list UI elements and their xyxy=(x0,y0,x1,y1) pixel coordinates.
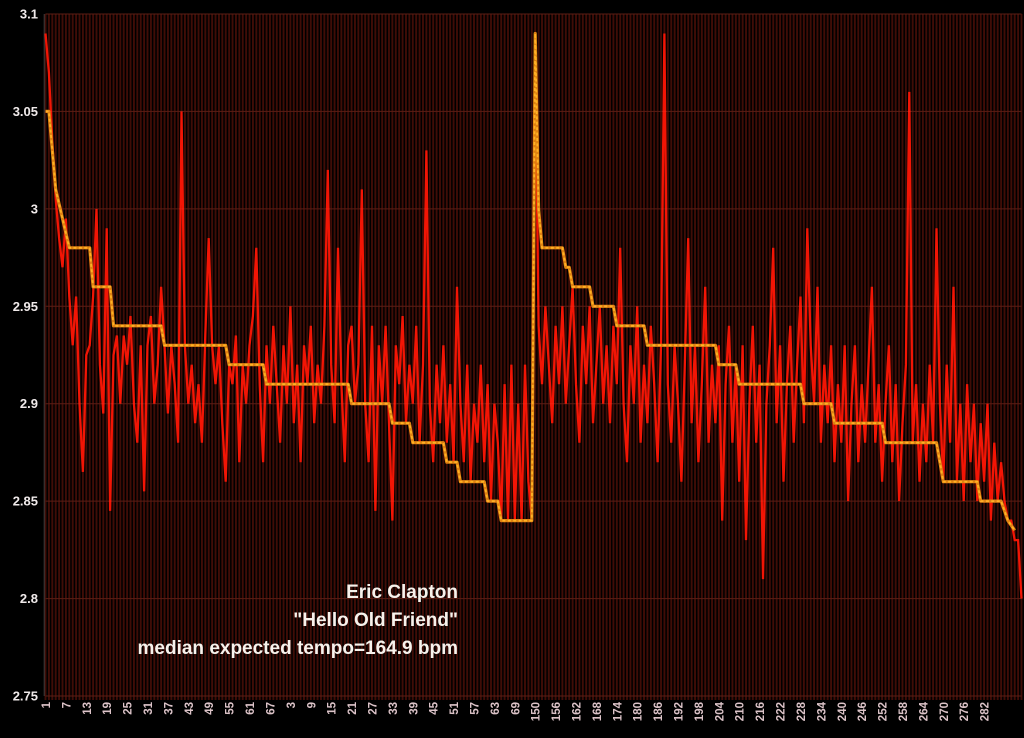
svg-text:162: 162 xyxy=(572,702,584,721)
svg-text:204: 204 xyxy=(714,701,726,721)
svg-text:3: 3 xyxy=(31,201,38,216)
svg-text:240: 240 xyxy=(837,702,849,721)
svg-text:246: 246 xyxy=(857,702,869,721)
svg-text:252: 252 xyxy=(878,702,890,721)
svg-text:43: 43 xyxy=(184,702,196,715)
svg-text:3.05: 3.05 xyxy=(13,104,38,119)
svg-text:2.95: 2.95 xyxy=(13,299,38,314)
svg-text:222: 222 xyxy=(776,702,788,721)
svg-text:2.8: 2.8 xyxy=(20,591,38,606)
svg-text:51: 51 xyxy=(449,701,461,714)
y-axis-labels: 3.1 3.05 3 2.95 2.9 2.85 2.8 2.75 xyxy=(13,7,38,704)
svg-text:258: 258 xyxy=(898,701,910,721)
svg-text:174: 174 xyxy=(612,701,624,721)
svg-text:67: 67 xyxy=(265,702,277,715)
svg-text:45: 45 xyxy=(429,701,441,714)
svg-text:210: 210 xyxy=(735,702,747,721)
svg-text:33: 33 xyxy=(388,702,400,715)
annotation-song-title: "Hello Old Friend" xyxy=(293,610,458,631)
svg-text:1: 1 xyxy=(41,701,53,708)
svg-text:186: 186 xyxy=(653,702,665,721)
svg-text:69: 69 xyxy=(510,702,522,715)
svg-text:49: 49 xyxy=(204,702,216,715)
svg-text:264: 264 xyxy=(918,701,930,721)
svg-text:228: 228 xyxy=(796,701,808,721)
median-series-line xyxy=(45,31,1017,532)
svg-text:156: 156 xyxy=(551,702,563,721)
svg-text:7: 7 xyxy=(61,702,73,708)
svg-text:192: 192 xyxy=(674,702,686,721)
svg-text:198: 198 xyxy=(694,701,706,721)
svg-text:37: 37 xyxy=(163,702,175,715)
svg-text:25: 25 xyxy=(123,701,135,714)
svg-text:282: 282 xyxy=(980,702,992,721)
svg-text:9: 9 xyxy=(306,702,318,708)
svg-text:3: 3 xyxy=(286,702,298,708)
svg-text:63: 63 xyxy=(490,702,502,715)
svg-text:13: 13 xyxy=(82,702,94,715)
svg-text:180: 180 xyxy=(633,702,645,721)
svg-text:55: 55 xyxy=(225,701,237,714)
svg-text:3.1: 3.1 xyxy=(20,7,38,22)
svg-text:270: 270 xyxy=(939,702,951,721)
svg-text:21: 21 xyxy=(347,701,359,714)
annotation-median-tempo: median expected tempo=164.9 bpm xyxy=(137,638,458,659)
svg-text:150: 150 xyxy=(531,702,543,721)
svg-text:61: 61 xyxy=(245,701,257,714)
svg-text:2.9: 2.9 xyxy=(20,396,38,411)
svg-text:234: 234 xyxy=(816,701,828,721)
svg-text:31: 31 xyxy=(143,701,155,714)
svg-text:168: 168 xyxy=(592,701,604,721)
chart-annotation: Eric Clapton "Hello Old Friend" median e… xyxy=(138,579,458,663)
svg-text:216: 216 xyxy=(755,702,767,721)
svg-text:15: 15 xyxy=(327,701,339,714)
svg-text:27: 27 xyxy=(368,702,380,715)
svg-text:57: 57 xyxy=(470,702,482,715)
svg-text:39: 39 xyxy=(408,702,420,715)
svg-text:2.75: 2.75 xyxy=(13,689,38,704)
x-axis-labels: 1 7 13 19 25 31 37 43 49 55 61 67 3 9 15 21 27 33 39 45 51 57… xyxy=(41,701,992,721)
svg-text:19: 19 xyxy=(102,702,114,715)
svg-text:2.85: 2.85 xyxy=(13,494,38,509)
gridline-tint-group xyxy=(45,13,1022,697)
svg-text:276: 276 xyxy=(959,702,971,721)
annotation-artist: Eric Clapton xyxy=(346,582,458,603)
